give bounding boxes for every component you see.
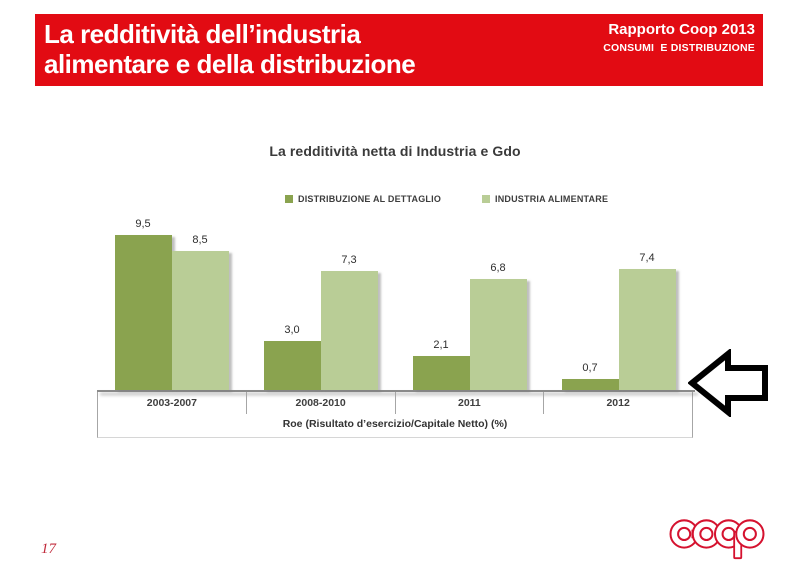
bar (320, 271, 378, 390)
x-axis: 2003-2007 2008-2010 2011 2012 Roe (Risultat… (97, 390, 695, 438)
bar-value-label: 9,5 (135, 218, 151, 230)
bar (114, 235, 172, 390)
bar-value-label: 3,0 (284, 324, 300, 336)
legend-label: DISTRIBUZIONE AL DETTAGLIO (298, 194, 442, 204)
bar (263, 341, 321, 390)
left-arrow-icon (688, 349, 768, 417)
chart-legend: DISTRIBUZIONE AL DETTAGLIO INDUSTRIA ALIM… (97, 194, 693, 208)
chart-title: La redditività netta di Industria e Gdo (269, 143, 521, 159)
bar (561, 379, 619, 390)
category-label: 2008-2010 (247, 392, 396, 414)
bar (469, 279, 527, 390)
bar-value-label: 0,7 (582, 362, 598, 374)
legend-item: DISTRIBUZIONE AL DETTAGLIO (285, 194, 441, 204)
bar-value-label: 7,3 (341, 254, 357, 266)
legend-item: INDUSTRIA ALIMENTARE (482, 194, 608, 204)
page-title: La redditività dell’industria alimentare… (44, 19, 416, 79)
bar-value-label: 6,8 (490, 262, 506, 274)
category-label: 2003-2007 (98, 392, 247, 414)
bar-value-label: 2,1 (433, 339, 449, 351)
category-row: 2003-2007 2008-2010 2011 2012 (98, 392, 692, 414)
page-title-line-1: La redditività dell’industria (44, 19, 361, 49)
bar-value-label: 8,5 (192, 234, 208, 246)
bar-value-label: 7,4 (639, 252, 655, 264)
bar (618, 269, 676, 390)
legend-swatch-icon (482, 195, 490, 203)
header-banner: La redditività dell’industria alimentare… (35, 14, 763, 86)
plot-area: 9,5 8,5 3,0 7,3 2,1 6,8 0,7 7,4 (97, 210, 693, 390)
bar (412, 356, 470, 390)
x-axis-line (97, 390, 695, 392)
legend-swatch-icon (285, 195, 293, 203)
report-subtitle: CONSUMI E DISTRIBUZIONE (603, 42, 755, 54)
page-title-line-2: alimentare e della distribuzione (44, 49, 416, 79)
category-label: 2012 (606, 397, 630, 409)
coop-logo (669, 519, 765, 560)
report-name: Rapporto Coop 2013 (608, 21, 755, 38)
report-info: Rapporto Coop 2013 CONSUMI E DISTRIBUZIO… (603, 20, 755, 54)
legend-label: INDUSTRIA ALIMENTARE (495, 194, 609, 204)
page-number: 17 (41, 541, 56, 557)
x-axis-caption: Roe (Risultato d’esercizio/Capitale Nett… (282, 418, 508, 430)
bar (171, 251, 229, 390)
category-label: 2011 (396, 392, 545, 414)
